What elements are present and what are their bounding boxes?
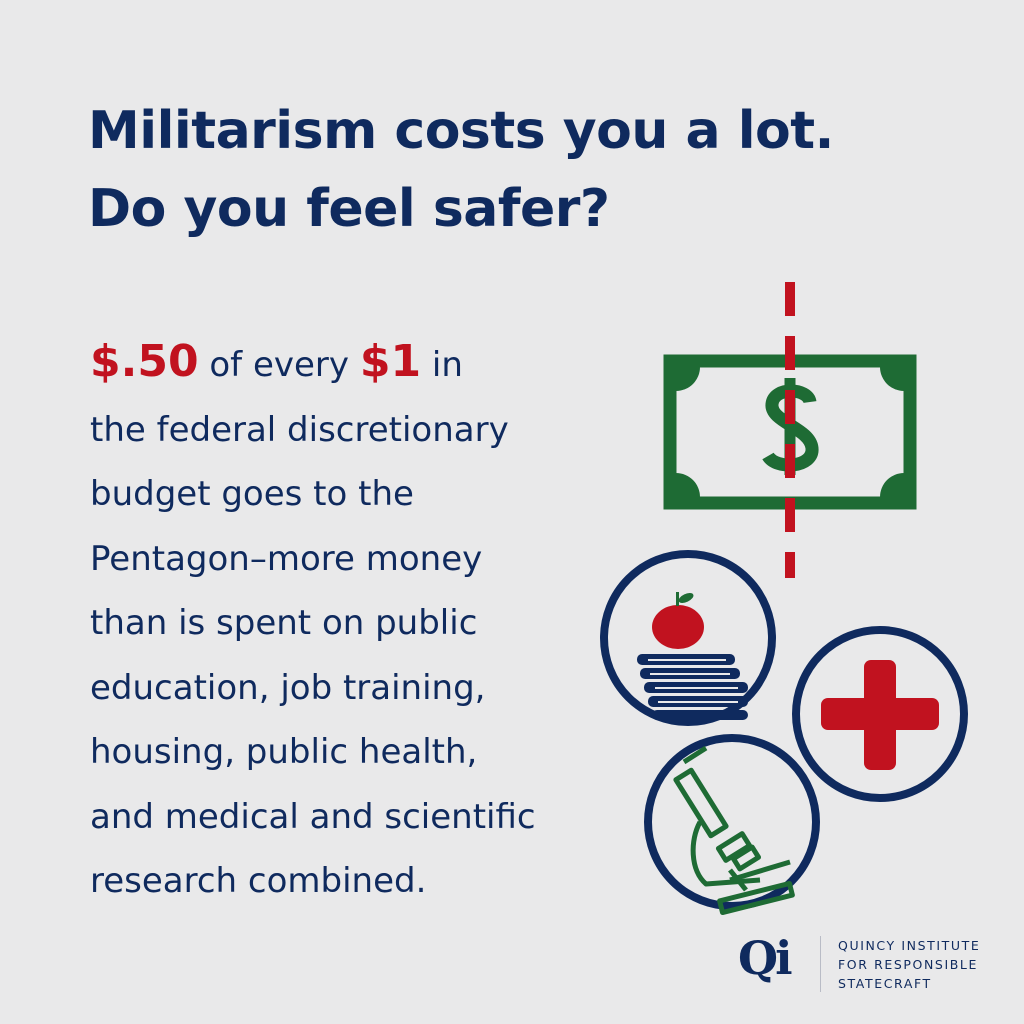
logo-line-1: QUINCY INSTITUTE bbox=[838, 938, 981, 953]
logo-line-3: STATECRAFT bbox=[838, 976, 932, 991]
amount-fifty-cents: $.50 bbox=[90, 336, 199, 387]
headline-line-1: Militarism costs you a lot. bbox=[88, 101, 834, 161]
body-line: Pentagon–more money bbox=[90, 538, 483, 579]
red-cross-icon bbox=[792, 626, 968, 802]
apple-on-books-icon bbox=[600, 550, 776, 726]
logo-line-2: FOR RESPONSIBLE bbox=[838, 957, 978, 972]
amount-one-dollar: $1 bbox=[359, 336, 422, 387]
headline: Militarism costs you a lot. Do you feel … bbox=[88, 92, 948, 248]
body-line: and medical and scientific bbox=[90, 796, 536, 837]
body-line: than is spent on public bbox=[90, 603, 478, 643]
in-text: in bbox=[421, 345, 463, 385]
body-line: the federal discretionary bbox=[90, 409, 509, 450]
body-line-1: $.50 of every $1 in bbox=[90, 330, 630, 398]
dollar-bill-icon bbox=[663, 354, 917, 510]
body-line: budget goes to the bbox=[90, 474, 414, 514]
body-paragraph: $.50 of every $1 in the federal discreti… bbox=[90, 330, 630, 914]
body-line: housing, public health, bbox=[90, 732, 478, 772]
microscope-icon bbox=[644, 734, 820, 916]
logo-divider bbox=[820, 936, 821, 992]
body-line: research combined. bbox=[90, 861, 427, 901]
logo-wordmark: QUINCY INSTITUTE FOR RESPONSIBLE STATECR… bbox=[838, 936, 980, 993]
headline-line-2: Do you feel safer? bbox=[88, 179, 610, 239]
of-every-text: of every bbox=[198, 345, 360, 385]
qi-logo-mark: Qi bbox=[738, 931, 793, 985]
body-line: education, job training, bbox=[90, 667, 486, 708]
illustration bbox=[600, 282, 968, 916]
